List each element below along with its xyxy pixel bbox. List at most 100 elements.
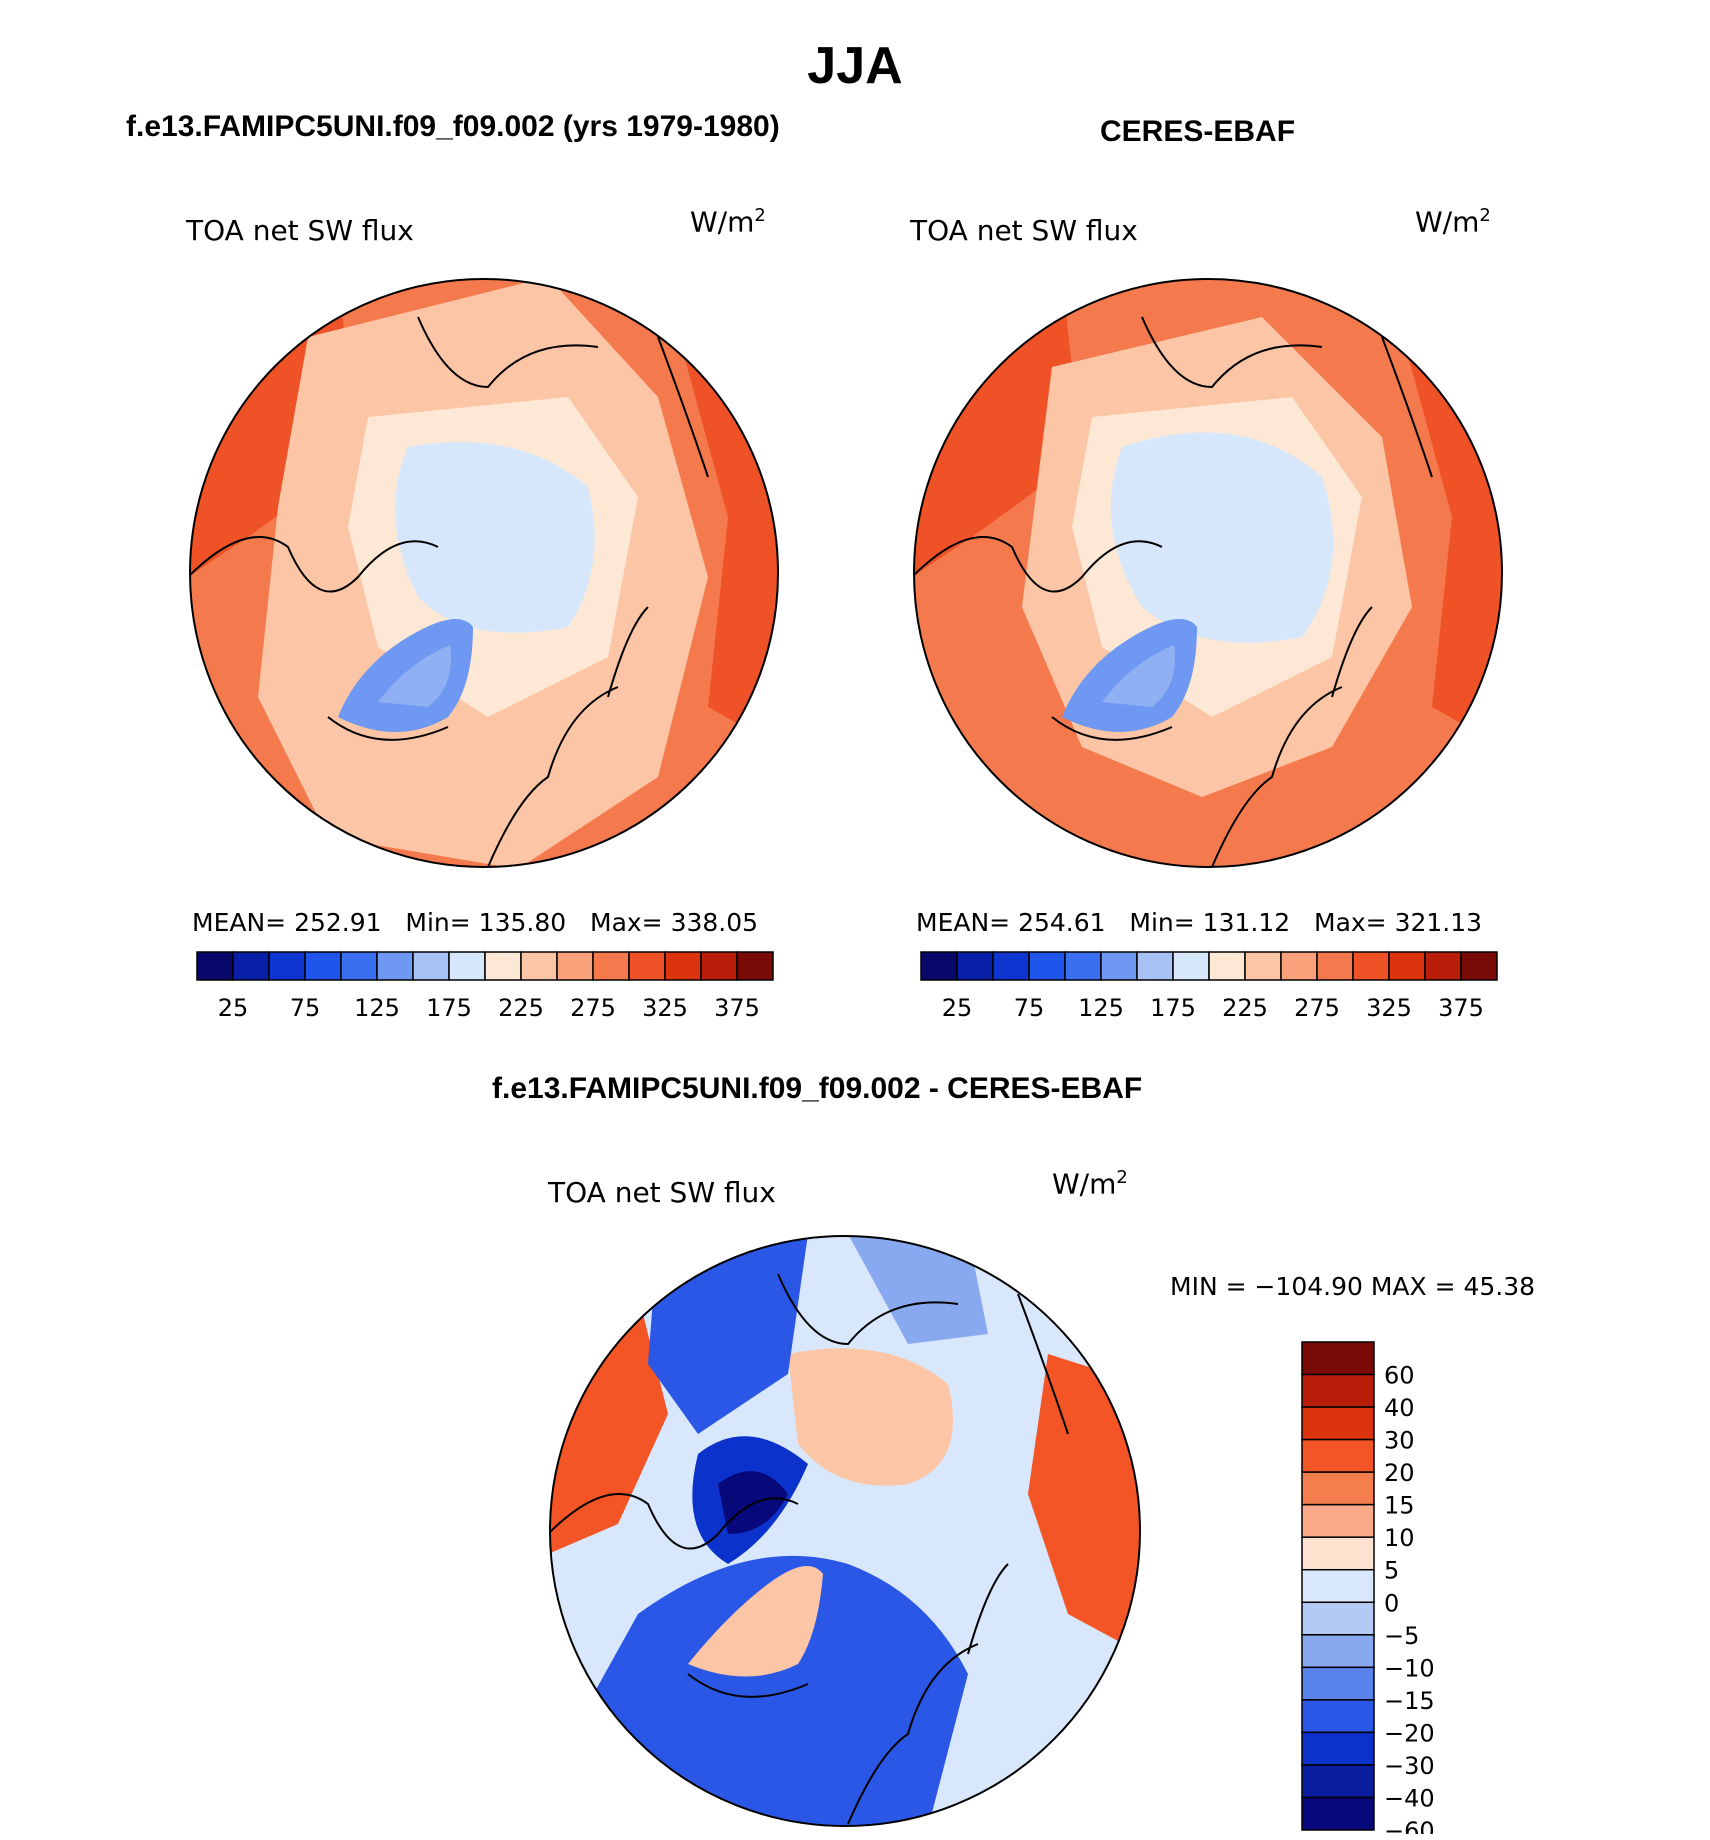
map-1-boundary bbox=[189, 278, 779, 868]
colorbar-swatch bbox=[1028, 951, 1066, 981]
diff-map-greenland-positive bbox=[688, 1566, 823, 1677]
colorbar-tick-label: 125 bbox=[354, 994, 400, 1020]
diff-map-arctic-positive bbox=[788, 1348, 953, 1486]
colorbar-swatch bbox=[1352, 951, 1390, 981]
diff-map-atlantic-positive bbox=[1028, 1354, 1140, 1654]
colorbar-swatch bbox=[556, 951, 594, 981]
colorbar-swatch bbox=[736, 951, 774, 981]
colorbar-tick-label: 325 bbox=[1366, 994, 1412, 1020]
panel-2-stats: MEAN= 254.61 Min= 131.12 Max= 321.13 bbox=[916, 908, 1483, 937]
diff-minmax: MIN = −104.90 MAX = 45.38 bbox=[1170, 1272, 1536, 1301]
diff-colorbar-label: −40 bbox=[1384, 1784, 1435, 1812]
colorbar-swatch bbox=[920, 951, 958, 981]
diff-title: f.e13.FAMIPC5UNI.f09_f09.002 - CERES-EBA… bbox=[492, 1072, 1143, 1105]
colorbar-swatch bbox=[1280, 951, 1318, 981]
diff-colorbar-label: 30 bbox=[1384, 1427, 1415, 1455]
colorbar-swatch bbox=[1208, 951, 1246, 981]
diff-colorbar-label: −20 bbox=[1384, 1719, 1435, 1747]
colorbar-swatch bbox=[448, 951, 486, 981]
diff-colorbar-label: 20 bbox=[1384, 1459, 1415, 1487]
colorbar-swatch bbox=[1424, 951, 1462, 981]
colorbar-swatch bbox=[628, 951, 666, 981]
diff-colorbar-swatch bbox=[1301, 1666, 1375, 1701]
diff-colorbar-label: −30 bbox=[1384, 1752, 1435, 1780]
colorbar-tick-label: 275 bbox=[1294, 994, 1340, 1020]
colorbar-swatch bbox=[232, 951, 270, 981]
diff-colorbar-swatch bbox=[1301, 1373, 1375, 1408]
diff-colorbar-swatch bbox=[1301, 1438, 1375, 1473]
diff-colorbar-swatch bbox=[1301, 1796, 1375, 1831]
colorbar-tick-label: 375 bbox=[1438, 994, 1484, 1020]
panel-2-variable-label: TOA net SW flux bbox=[910, 214, 1138, 247]
colorbar-swatch bbox=[196, 951, 234, 981]
page-title: JJA bbox=[807, 37, 903, 95]
colorbar-tick-label: 25 bbox=[942, 994, 973, 1020]
colorbar-swatch bbox=[412, 951, 450, 981]
panel-1-units: W/m2 bbox=[690, 205, 766, 239]
colorbar-swatch bbox=[340, 951, 378, 981]
colorbar-swatch bbox=[664, 951, 702, 981]
diff-colorbar-swatch bbox=[1301, 1568, 1375, 1604]
colorbar-tick-label: 75 bbox=[290, 994, 321, 1020]
colorbar-swatch bbox=[956, 951, 994, 981]
diff-colorbar-swatch bbox=[1301, 1764, 1375, 1799]
diff-map-coastlines bbox=[550, 1273, 1069, 1825]
colorbar-tick-label: 75 bbox=[1014, 994, 1045, 1020]
diff-colorbar-label: −5 bbox=[1384, 1622, 1419, 1650]
map-1-coastlines bbox=[190, 316, 709, 867]
colorbar-swatch bbox=[1460, 951, 1498, 981]
colorbar-swatch bbox=[1136, 951, 1174, 981]
colorbar-swatch bbox=[1316, 951, 1354, 981]
colorbar-swatch bbox=[520, 951, 558, 981]
panel-2-units: W/m2 bbox=[1415, 205, 1491, 239]
colorbar-swatch bbox=[484, 951, 522, 981]
diff-map-atlantic-negative bbox=[588, 1555, 968, 1826]
diff-colorbar-swatch bbox=[1301, 1699, 1375, 1734]
diff-colorbar-label: 40 bbox=[1384, 1394, 1415, 1422]
panel-2-colorbar: 25 75 125 175 225 275 325 375 bbox=[920, 951, 1498, 1020]
colorbar-swatch bbox=[1244, 951, 1282, 981]
colorbar-tick-label: 125 bbox=[1078, 994, 1124, 1020]
diff-colorbar-label: 10 bbox=[1384, 1524, 1415, 1552]
colorbar-swatch bbox=[592, 951, 630, 981]
diff-colorbar-swatch bbox=[1301, 1536, 1375, 1571]
map-2-coastlines bbox=[914, 316, 1433, 867]
map-2-boundary bbox=[913, 278, 1503, 868]
panel-1-colorbar: 25 75 125 175 225 275 325 375 bbox=[196, 951, 774, 1020]
colorbar-swatch bbox=[268, 951, 306, 981]
colorbar-swatch bbox=[1172, 951, 1210, 981]
colorbar-swatch bbox=[376, 951, 414, 981]
diff-units: W/m2 bbox=[1052, 1167, 1128, 1201]
colorbar-tick-label: 225 bbox=[1222, 994, 1268, 1020]
diff-colorbar-label: −10 bbox=[1384, 1654, 1435, 1682]
panel-2-title: CERES-EBAF bbox=[1100, 115, 1296, 148]
colorbar-tick-label: 325 bbox=[642, 994, 688, 1020]
colorbar-tick-label: 175 bbox=[1150, 994, 1196, 1020]
panel-1-stats: MEAN= 252.91 Min= 135.80 Max= 338.05 bbox=[192, 908, 759, 937]
panel-2-map bbox=[913, 278, 1503, 868]
diff-colorbar-swatch bbox=[1301, 1471, 1375, 1506]
map-1-sea-ice bbox=[395, 442, 595, 633]
diff-colorbar-label: 15 bbox=[1384, 1492, 1415, 1520]
colorbar-tick-label: 175 bbox=[426, 994, 472, 1020]
diff-colorbar-label: 5 bbox=[1384, 1557, 1399, 1585]
diff-colorbar-label: −60 bbox=[1384, 1817, 1435, 1834]
diff-colorbar-swatch bbox=[1301, 1341, 1375, 1376]
panel-1-map bbox=[189, 278, 779, 868]
colorbar-tick-label: 375 bbox=[714, 994, 760, 1020]
diff-colorbar-swatch bbox=[1301, 1601, 1375, 1636]
panel-1-title: f.e13.FAMIPC5UNI.f09_f09.002 (yrs 1979-1… bbox=[126, 110, 780, 143]
colorbar-swatch bbox=[1388, 951, 1426, 981]
diff-colorbar-label: 60 bbox=[1384, 1362, 1415, 1390]
colorbar-tick-label: 25 bbox=[218, 994, 249, 1020]
panel-1-variable-label: TOA net SW flux bbox=[186, 214, 414, 247]
diff-colorbar-label: 0 bbox=[1384, 1589, 1399, 1617]
colorbar-swatch bbox=[304, 951, 342, 981]
colorbar-swatch bbox=[1100, 951, 1138, 981]
diff-map-siberia-negative bbox=[648, 1236, 808, 1434]
diff-colorbar-label: −15 bbox=[1384, 1687, 1435, 1715]
diff-colorbar-swatch bbox=[1301, 1634, 1375, 1669]
diff-colorbar-swatch bbox=[1301, 1503, 1375, 1538]
map-1-greenland-core bbox=[378, 645, 452, 707]
diff-colorbar: 60 40 30 20 15 10 5 0 −5 −10 −15 −20 −30 −40 −60 bbox=[1301, 1341, 1435, 1834]
